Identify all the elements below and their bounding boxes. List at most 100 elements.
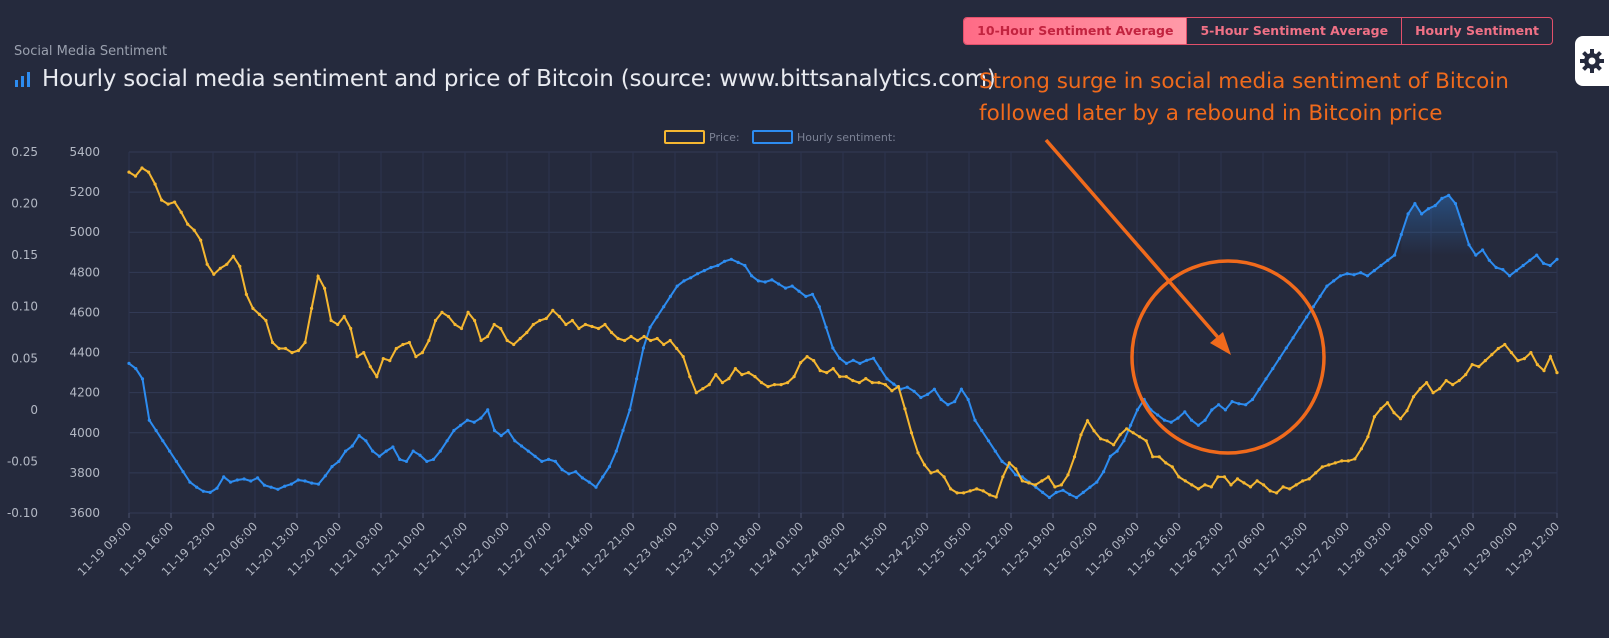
price-point — [1085, 419, 1090, 423]
sentiment-point — [1196, 423, 1200, 427]
sentiment-point — [377, 454, 381, 458]
sentiment-point — [750, 274, 754, 278]
sentiment-point — [154, 428, 158, 433]
price-point — [225, 262, 229, 266]
sentiment-point — [763, 280, 767, 284]
sentiment-point — [1129, 423, 1133, 427]
price-point — [486, 334, 490, 339]
price-point — [492, 322, 496, 327]
price-point — [1164, 461, 1168, 465]
price-point — [740, 373, 744, 377]
sentiment-point — [810, 292, 815, 296]
sentiment-point — [1135, 408, 1139, 412]
price-point — [1503, 342, 1507, 347]
sentiment-point — [702, 269, 706, 273]
price-point — [1438, 387, 1442, 391]
price-point — [270, 340, 275, 345]
sentiment-point — [140, 377, 145, 381]
sentiment-point — [472, 420, 476, 424]
sentiment-point — [655, 315, 659, 319]
sentiment-point — [790, 284, 794, 288]
sentiment-point — [1372, 269, 1376, 273]
price-point — [1405, 409, 1409, 413]
price-point — [531, 322, 535, 327]
sentiment-point — [411, 449, 415, 453]
annotation-circle — [1130, 259, 1326, 455]
legend-label-price[interactable]: Price: — [709, 131, 740, 144]
legend-swatch-sentiment[interactable] — [752, 130, 793, 144]
sentiment-point — [1203, 418, 1207, 422]
price-point — [212, 272, 216, 276]
price-point — [583, 322, 588, 327]
sentiment-point — [865, 358, 869, 362]
price-point — [1014, 467, 1018, 471]
price-tick-label: 5000 — [69, 225, 100, 239]
sentiment-point — [1426, 207, 1430, 211]
price-point — [290, 351, 294, 355]
price-point — [473, 318, 477, 323]
sentiment-point — [1061, 488, 1065, 492]
sentiment-point — [878, 367, 882, 371]
sentiment-point — [1325, 284, 1329, 288]
price-point — [427, 338, 431, 343]
sentiment-point — [1467, 243, 1471, 247]
sentiment-point — [283, 484, 287, 488]
price-point — [1216, 475, 1220, 479]
sentiment-point — [222, 475, 226, 479]
price-line — [128, 166, 1558, 499]
price-point — [714, 373, 718, 377]
price-point — [355, 355, 359, 359]
sentiment-point — [716, 263, 720, 268]
price-point — [981, 489, 985, 493]
price-tick-label: 4200 — [69, 386, 100, 400]
tab-5-hour-sentiment-average[interactable]: 5-Hour Sentiment Average — [1186, 18, 1401, 44]
sentiment-point — [1359, 271, 1363, 275]
title-row: Hourly social media sentiment and price … — [14, 66, 996, 92]
price-point — [681, 355, 685, 359]
legend-swatch-price[interactable] — [664, 130, 705, 144]
price-point — [238, 264, 242, 268]
chart-legend: Price: Hourly sentiment: — [664, 130, 896, 144]
price-point — [186, 222, 190, 226]
price-point — [649, 338, 653, 343]
sentiment-tabs: 10-Hour Sentiment Average 5-Hour Sentime… — [963, 17, 1553, 45]
sentiment-point — [1453, 202, 1458, 206]
annotation-arrow — [1044, 138, 1224, 344]
sentiment-point — [986, 439, 991, 443]
price-point — [1183, 479, 1187, 483]
sentiment-point — [770, 278, 774, 282]
price-point — [577, 326, 581, 331]
sentiment-point — [492, 428, 497, 433]
sentiment-point — [601, 475, 605, 479]
price-point — [1079, 433, 1083, 437]
legend-label-sentiment[interactable]: Hourly sentiment: — [797, 131, 896, 144]
price-point — [1268, 489, 1272, 493]
sentiment-axis: 0.25 0.20 0.15 0.10 0.05 0 -0.05 -0.10 — [7, 145, 38, 520]
sentiment-tick-label: 0.15 — [11, 248, 38, 262]
sentiment-point — [316, 482, 321, 486]
sentiment-point — [1291, 336, 1295, 340]
tab-10-hour-sentiment-average[interactable]: 10-Hour Sentiment Average — [964, 18, 1187, 44]
price-point — [609, 330, 614, 335]
sentiment-point — [668, 294, 673, 298]
price-point — [1457, 379, 1461, 383]
price-point — [675, 346, 679, 351]
sentiment-point — [824, 325, 828, 329]
sentiment-point — [452, 428, 456, 433]
sentiment-point — [1176, 416, 1180, 420]
sentiment-point — [337, 459, 341, 463]
price-point — [375, 375, 379, 379]
price-point — [616, 336, 620, 341]
price-point — [218, 266, 222, 270]
price-point — [140, 166, 144, 170]
sentiment-point — [980, 428, 984, 433]
sentiment-point — [1406, 212, 1410, 216]
sentiment-point — [892, 382, 896, 386]
tab-hourly-sentiment[interactable]: Hourly Sentiment — [1401, 18, 1552, 44]
settings-button[interactable] — [1575, 36, 1609, 86]
sentiment-point — [1460, 222, 1464, 226]
price-point — [1092, 429, 1096, 433]
price-point — [642, 334, 646, 339]
price-point — [433, 318, 438, 323]
sentiment-point — [1237, 402, 1241, 406]
